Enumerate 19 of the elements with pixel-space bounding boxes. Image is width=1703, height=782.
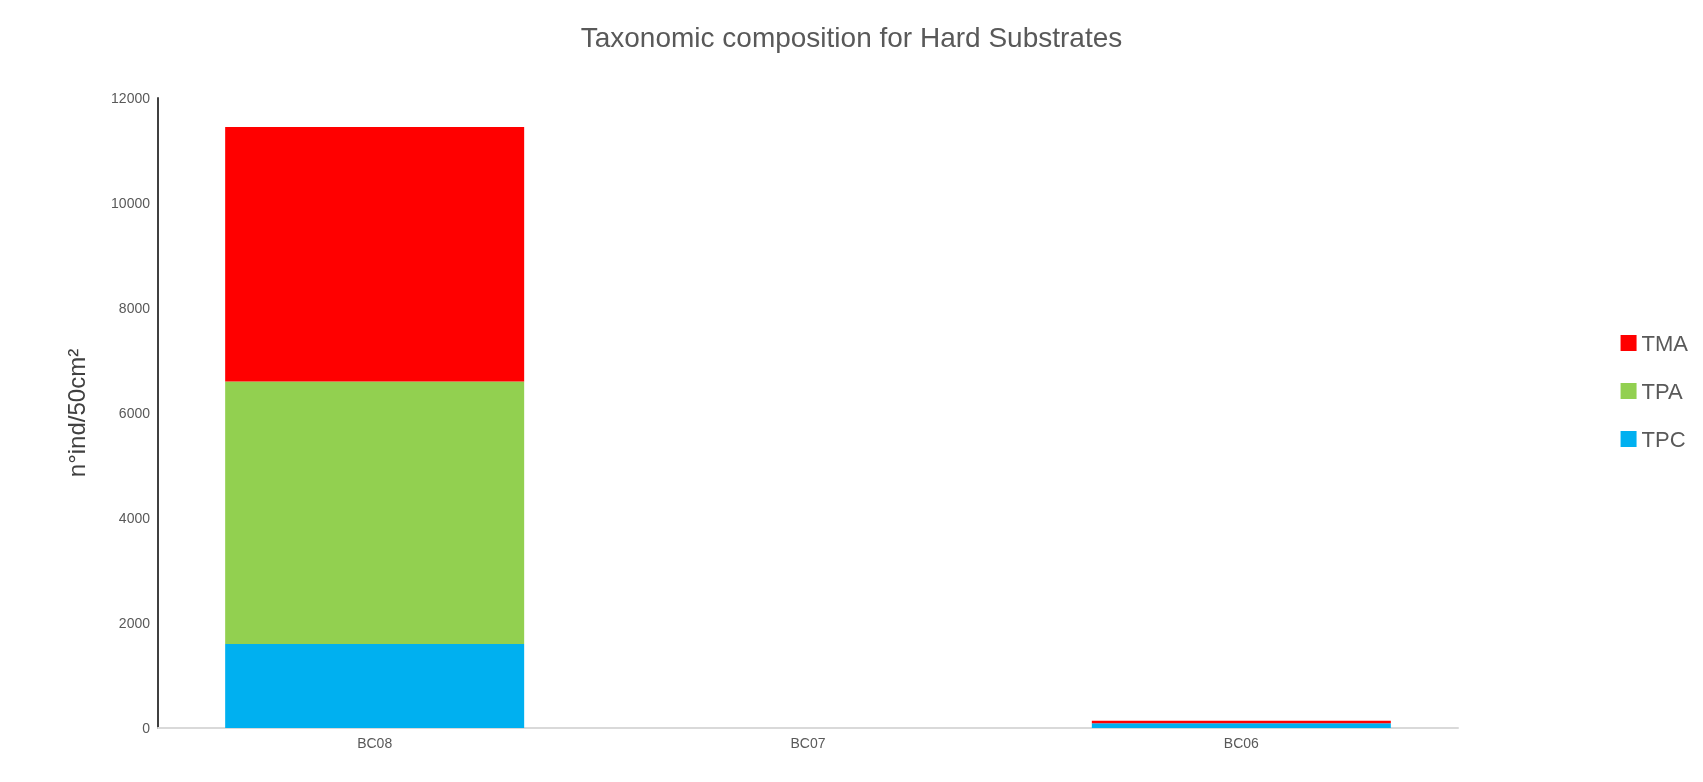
legend-label: TPC xyxy=(1641,426,1686,452)
y-tick-label: 6000 xyxy=(118,405,151,421)
y-tick-label: 4000 xyxy=(118,510,151,526)
bar xyxy=(1091,723,1391,728)
y-tick-label: 8000 xyxy=(118,300,151,316)
bar xyxy=(225,126,525,382)
legend-label: TMA xyxy=(1641,330,1689,356)
y-tick-label: 10000 xyxy=(111,195,151,211)
x-tick-label: BC06 xyxy=(1223,735,1260,751)
x-tick-label: BC07 xyxy=(790,735,826,751)
y-tick-label: 0 xyxy=(142,720,151,736)
legend-label: TPA xyxy=(1641,378,1684,404)
y-tick-label: 2000 xyxy=(118,615,151,631)
chart-title: Taxonomic composition for Hard Substrates xyxy=(580,21,1123,53)
y-axis-title: n°ind/50cm² xyxy=(62,348,90,478)
bar xyxy=(225,381,525,644)
bar xyxy=(225,644,525,728)
y-tick-label: 12000 xyxy=(111,90,151,106)
x-tick-label: BC08 xyxy=(357,735,393,751)
